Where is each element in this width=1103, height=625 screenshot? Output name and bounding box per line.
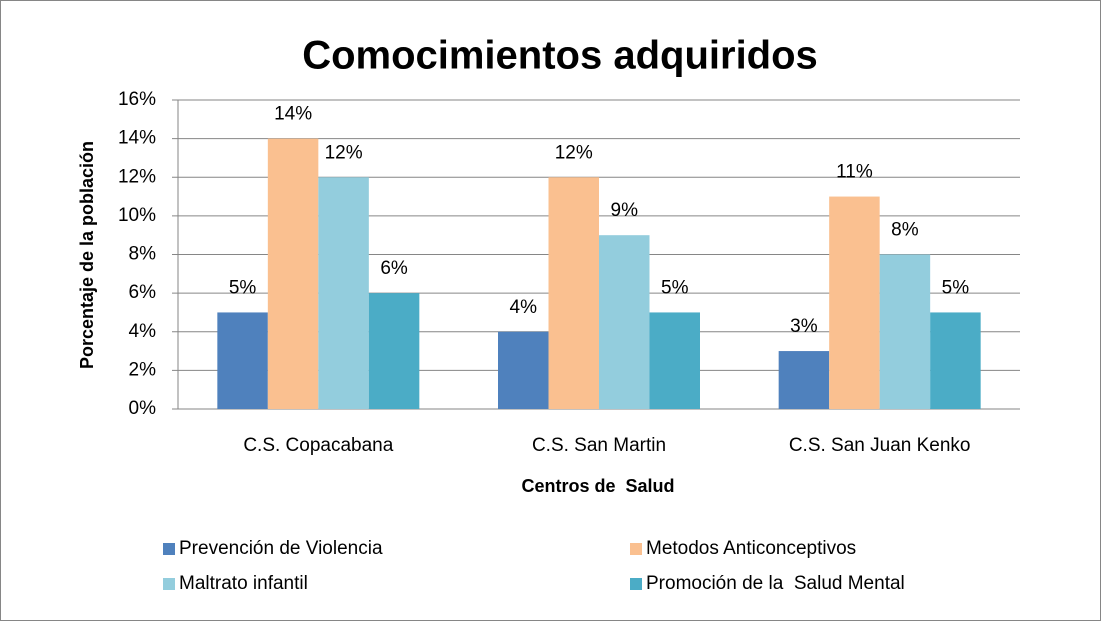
bar xyxy=(318,177,369,409)
data-label: 9% xyxy=(611,200,639,221)
bar xyxy=(829,196,880,409)
legend-label: Prevención de Violencia xyxy=(179,538,383,559)
data-label: 5% xyxy=(229,277,257,298)
y-tick-label: 16% xyxy=(118,89,156,110)
data-label: 5% xyxy=(661,277,689,298)
legend-swatch xyxy=(163,578,175,590)
bar xyxy=(930,312,981,409)
data-label: 5% xyxy=(942,277,970,298)
legend-label: Metodos Anticonceptivos xyxy=(646,538,856,559)
legend-swatch xyxy=(630,543,642,555)
x-tick-label: C.S. San Juan Kenko xyxy=(789,435,971,456)
bar xyxy=(599,235,650,409)
y-tick-label: 12% xyxy=(118,166,156,187)
y-tick-label: 14% xyxy=(118,128,156,149)
data-label: 12% xyxy=(555,142,593,163)
data-label: 12% xyxy=(325,142,363,163)
data-label: 3% xyxy=(790,316,818,337)
y-tick-label: 10% xyxy=(118,205,156,226)
bar xyxy=(498,331,549,409)
data-label: 4% xyxy=(510,297,538,318)
data-label: 11% xyxy=(836,162,873,183)
legend-swatch xyxy=(630,578,642,590)
x-tick-label: C.S. San Martin xyxy=(532,435,666,456)
bar xyxy=(217,312,268,409)
data-label: 8% xyxy=(891,220,919,241)
chart-title: Comocimientos adquiridos xyxy=(302,34,818,78)
x-axis-label: Centros de Salud xyxy=(521,476,674,496)
y-tick-label: 4% xyxy=(129,321,157,342)
y-tick-label: 0% xyxy=(129,398,157,419)
y-axis-label: Porcentaje de la población xyxy=(77,141,97,369)
data-label: 6% xyxy=(380,258,408,279)
legend-label: Promoción de la Salud Mental xyxy=(646,573,905,594)
x-tick-label: C.S. Copacabana xyxy=(243,435,393,456)
y-tick-label: 6% xyxy=(129,282,157,303)
legend-swatch xyxy=(163,543,175,555)
y-tick-label: 8% xyxy=(129,244,157,265)
bar xyxy=(879,254,931,409)
legend-label: Maltrato infantil xyxy=(179,573,308,594)
data-label: 14% xyxy=(274,104,312,125)
bar xyxy=(267,138,319,409)
bar xyxy=(649,312,700,409)
bar xyxy=(778,351,830,409)
y-tick-label: 2% xyxy=(129,359,157,380)
bar xyxy=(368,293,420,409)
bar xyxy=(548,177,599,409)
